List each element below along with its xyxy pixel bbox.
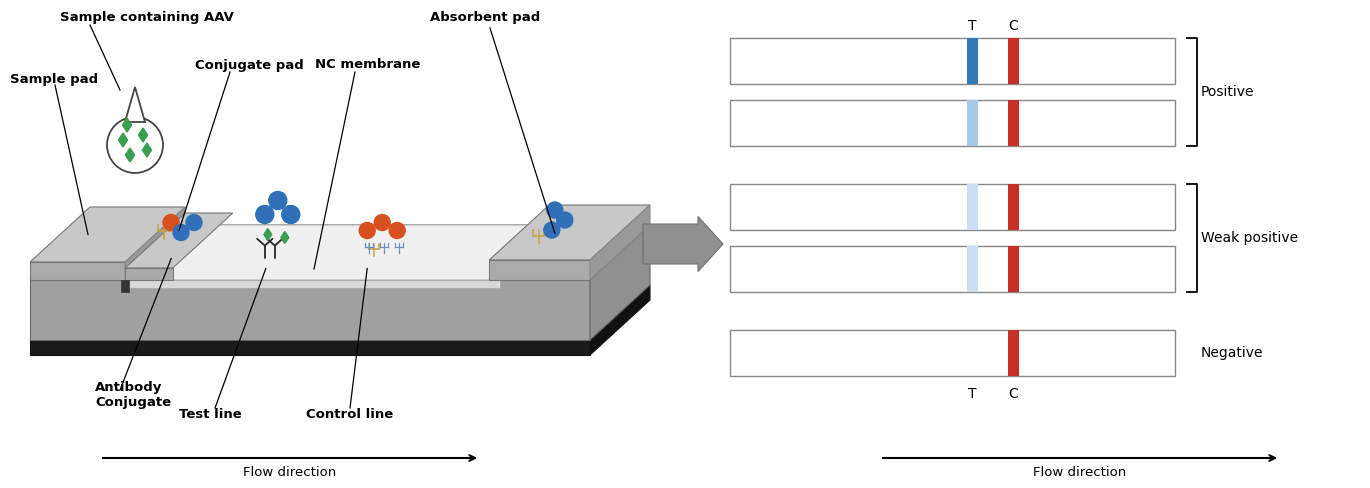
Polygon shape <box>121 280 129 292</box>
Polygon shape <box>125 207 185 280</box>
Text: T: T <box>967 19 977 33</box>
Bar <box>730 246 1175 292</box>
Polygon shape <box>125 225 560 280</box>
Circle shape <box>173 224 189 241</box>
Bar <box>730 100 1175 146</box>
Polygon shape <box>122 118 132 132</box>
Polygon shape <box>125 87 145 122</box>
Polygon shape <box>125 280 500 288</box>
Bar <box>967 100 978 146</box>
Bar <box>967 184 978 230</box>
Text: Negative: Negative <box>1201 346 1263 360</box>
Text: Control line: Control line <box>307 408 393 422</box>
Text: T: T <box>967 387 977 401</box>
Text: Absorbent pad: Absorbent pad <box>430 12 540 24</box>
Bar <box>730 330 1175 376</box>
Text: Weak positive: Weak positive <box>1201 231 1299 245</box>
Circle shape <box>186 215 201 230</box>
Circle shape <box>269 191 286 209</box>
Polygon shape <box>142 143 152 157</box>
Polygon shape <box>590 225 649 340</box>
Text: Test line: Test line <box>178 408 241 422</box>
Bar <box>1008 246 1019 292</box>
Bar <box>730 184 1175 230</box>
Circle shape <box>359 223 375 239</box>
Text: Sample pad: Sample pad <box>10 74 99 86</box>
Circle shape <box>389 223 406 239</box>
Text: NC membrane: NC membrane <box>315 59 421 72</box>
Bar <box>1008 184 1019 230</box>
FancyArrow shape <box>643 217 723 271</box>
Polygon shape <box>30 280 590 340</box>
Text: Positive: Positive <box>1201 85 1255 99</box>
Text: C: C <box>1008 19 1018 33</box>
Circle shape <box>556 212 573 228</box>
Text: Conjugate pad: Conjugate pad <box>195 59 304 72</box>
Text: Sample containing AAV: Sample containing AAV <box>60 12 234 24</box>
Polygon shape <box>126 148 134 162</box>
Polygon shape <box>590 205 649 280</box>
Polygon shape <box>125 213 233 268</box>
Circle shape <box>547 202 563 218</box>
Polygon shape <box>30 225 649 280</box>
Polygon shape <box>281 231 289 244</box>
Text: Flow direction: Flow direction <box>244 466 337 479</box>
Polygon shape <box>30 262 125 280</box>
Polygon shape <box>30 207 185 262</box>
Text: Flow direction: Flow direction <box>1033 466 1126 479</box>
Polygon shape <box>590 285 649 355</box>
Polygon shape <box>489 205 649 260</box>
Text: Antibody
Conjugate: Antibody Conjugate <box>95 381 171 409</box>
Bar <box>730 38 1175 84</box>
Circle shape <box>163 215 179 230</box>
Bar <box>967 246 978 292</box>
Circle shape <box>374 215 390 230</box>
Circle shape <box>107 117 163 173</box>
Polygon shape <box>30 340 590 355</box>
Circle shape <box>282 205 300 224</box>
Bar <box>967 38 978 84</box>
Bar <box>1008 38 1019 84</box>
Text: C: C <box>1008 387 1018 401</box>
Circle shape <box>544 222 560 238</box>
Polygon shape <box>30 285 649 340</box>
Polygon shape <box>118 133 127 147</box>
Polygon shape <box>264 228 271 241</box>
Polygon shape <box>489 260 590 280</box>
Bar <box>1008 100 1019 146</box>
Circle shape <box>256 205 274 224</box>
Polygon shape <box>138 128 148 142</box>
Bar <box>1008 330 1019 376</box>
Polygon shape <box>125 268 173 280</box>
